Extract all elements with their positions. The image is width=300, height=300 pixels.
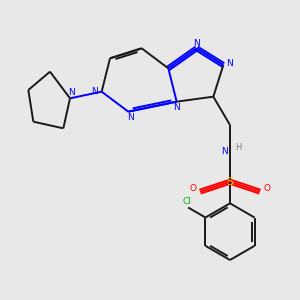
- Text: Cl: Cl: [182, 197, 191, 206]
- Text: S: S: [226, 177, 234, 187]
- Text: N: N: [91, 87, 98, 96]
- Text: N: N: [226, 59, 233, 68]
- Text: N: N: [68, 88, 75, 97]
- Text: N: N: [193, 39, 200, 48]
- Text: N: N: [127, 113, 134, 122]
- Text: H: H: [235, 143, 242, 152]
- Text: O: O: [189, 184, 196, 193]
- Text: N: N: [220, 147, 227, 156]
- Text: O: O: [264, 184, 271, 193]
- Text: N: N: [173, 103, 180, 112]
